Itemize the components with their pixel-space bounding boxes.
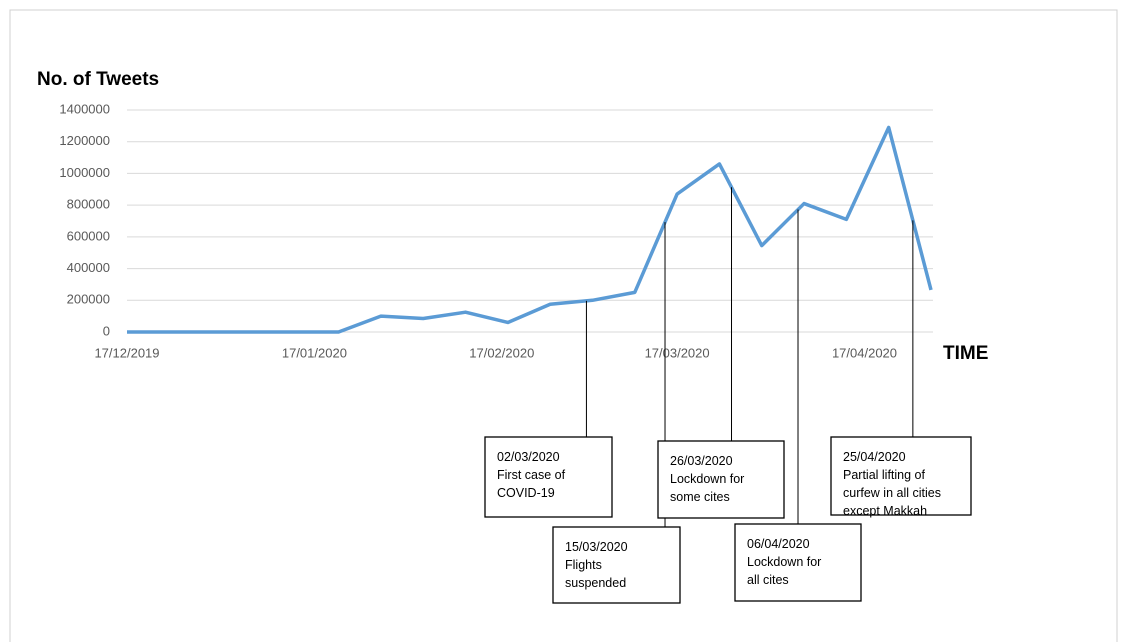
y-tick-label: 1200000 — [59, 133, 110, 148]
chart-title: No. of Tweets — [37, 69, 159, 90]
annotation-date: 06/04/2020 — [747, 537, 810, 551]
y-tick-label: 600000 — [67, 228, 110, 243]
annotation-text: Flights — [565, 558, 602, 572]
annotation-text: Lockdown for — [670, 472, 744, 486]
x-tick-label: 17/04/2020 — [832, 345, 897, 360]
y-tick-label: 400000 — [67, 260, 110, 275]
annotation-box — [484, 436, 613, 518]
annotation-date: 26/03/2020 — [670, 454, 733, 468]
annotation-text: except Makkah — [843, 504, 927, 518]
x-tick-label: 17/03/2020 — [645, 345, 710, 360]
annotation-text: COVID-19 — [497, 486, 555, 500]
annotation-date: 02/03/2020 — [497, 450, 560, 464]
y-tick-label: 1400000 — [59, 101, 110, 116]
annotation-box — [552, 526, 681, 604]
y-tick-label: 1000000 — [59, 165, 110, 180]
annotation-date: 25/04/2020 — [843, 450, 906, 464]
annotation-text: Partial lifting of — [843, 468, 926, 482]
y-tick-label: 800000 — [67, 197, 110, 212]
annotation-box — [830, 436, 972, 516]
y-tick-label: 0 — [103, 323, 110, 338]
annotation-text: some cites — [670, 490, 730, 504]
annotation-text: all cites — [747, 573, 789, 587]
x-axis-label: TIME — [943, 343, 988, 364]
x-tick-label: 17/01/2020 — [282, 345, 347, 360]
annotation-date: 15/03/2020 — [565, 540, 628, 554]
x-tick-label: 17/02/2020 — [469, 345, 534, 360]
annotation-text: suspended — [565, 576, 626, 590]
annotation-text: First case of — [497, 468, 566, 482]
annotation-text: curfew in all cities — [843, 486, 941, 500]
annotation-box — [734, 523, 862, 602]
data-line — [127, 125, 933, 334]
frame — [9, 9, 1118, 642]
annotation-text: Lockdown for — [747, 555, 821, 569]
y-tick-label: 200000 — [67, 292, 110, 307]
annotation-box — [657, 440, 785, 519]
x-tick-label: 17/12/2019 — [94, 345, 159, 360]
